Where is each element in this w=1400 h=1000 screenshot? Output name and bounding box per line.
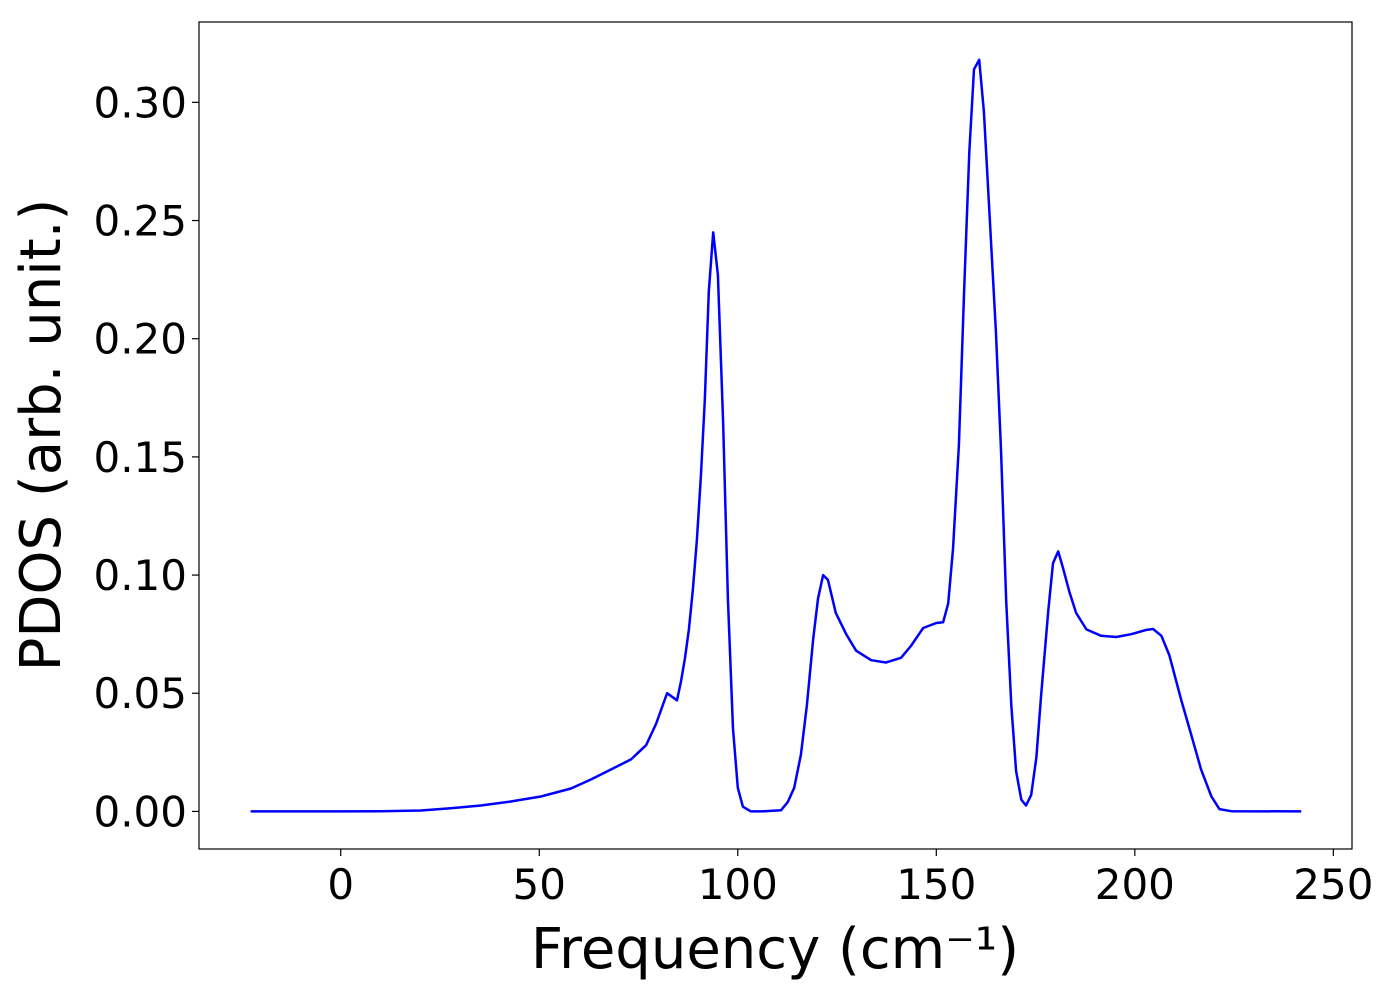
pdos-line	[250, 58, 1302, 813]
x-tick-label: 200	[1095, 860, 1175, 909]
y-tick-label: 0.15	[93, 433, 187, 482]
x-tick-label: 250	[1293, 860, 1373, 909]
plot-frame	[198, 21, 1353, 850]
x-tick-label: 50	[513, 860, 566, 909]
x-tick-label: 100	[698, 860, 778, 909]
y-tick-label: 0.10	[93, 551, 187, 600]
y-tick-label: 0.30	[93, 78, 187, 127]
y-tick-label: 0.25	[93, 197, 187, 246]
x-axis-label: Frequency (cm⁻¹)	[531, 917, 1019, 982]
y-axis-label: PDOS (arb. unit.)	[9, 199, 74, 672]
y-tick-label: 0.00	[93, 787, 187, 836]
y-tick-label: 0.20	[93, 315, 187, 364]
x-tick-label: 150	[896, 860, 976, 909]
y-tick-label: 0.05	[93, 669, 187, 718]
x-tick-label: 0	[327, 860, 354, 909]
